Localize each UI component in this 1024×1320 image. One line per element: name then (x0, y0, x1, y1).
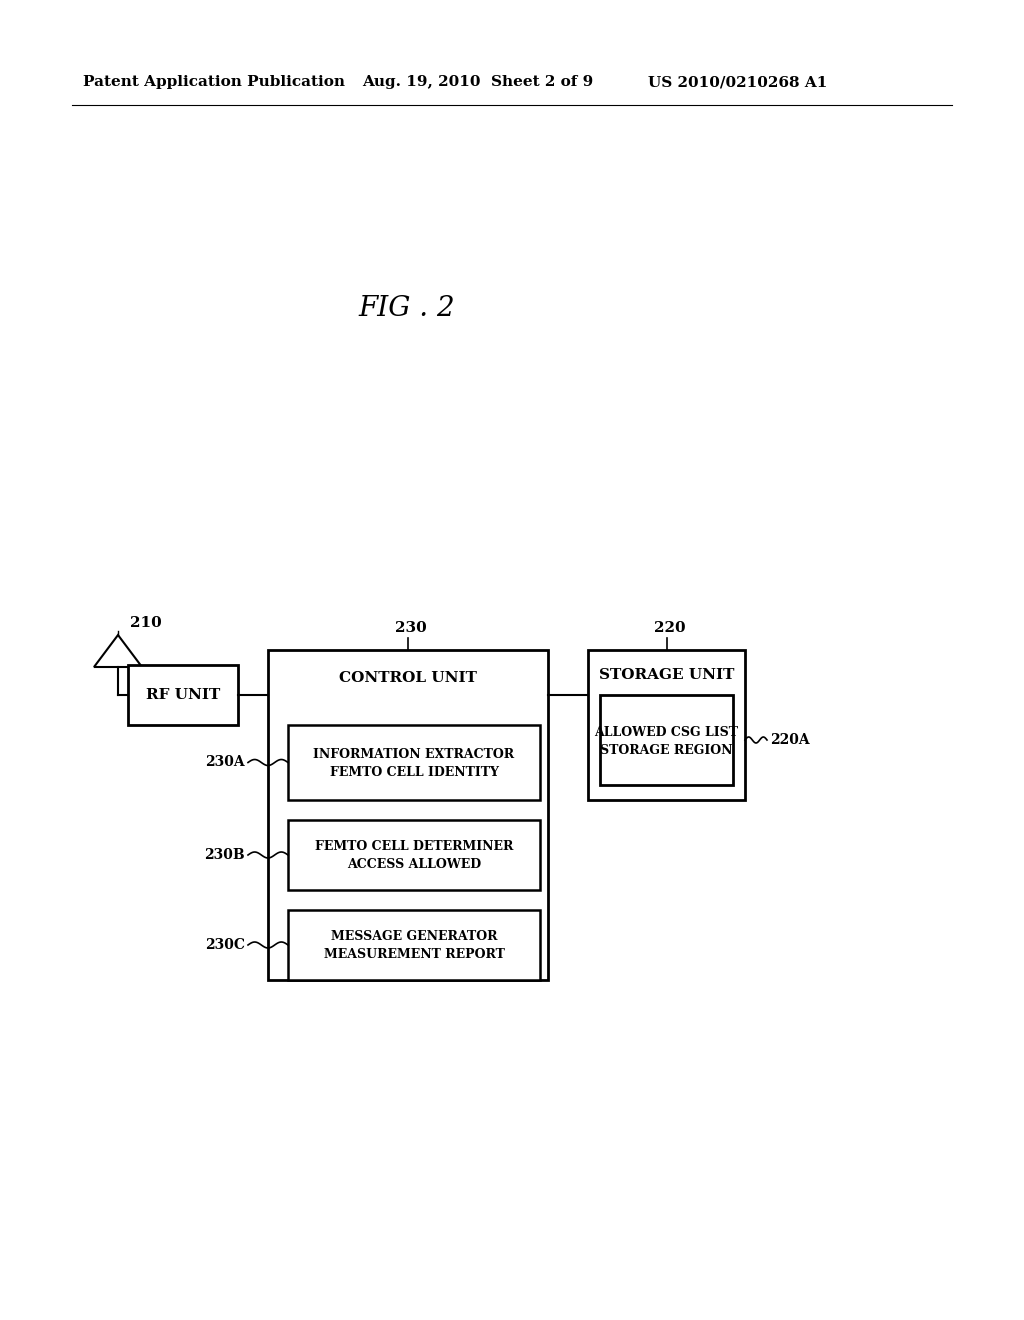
Text: FEMTO CELL IDENTITY: FEMTO CELL IDENTITY (330, 766, 499, 779)
Text: 230B: 230B (205, 847, 245, 862)
Text: ALLOWED CSG LIST: ALLOWED CSG LIST (595, 726, 738, 738)
Text: MESSAGE GENERATOR: MESSAGE GENERATOR (331, 931, 498, 944)
Bar (600, 696, 733, 785)
Text: RF UNIT: RF UNIT (145, 688, 220, 702)
Text: STORAGE REGION: STORAGE REGION (600, 743, 733, 756)
Text: INFORMATION EXTRACTOR: INFORMATION EXTRACTOR (313, 748, 515, 762)
Text: 210: 210 (130, 616, 162, 630)
Bar (268, 649, 548, 979)
Text: 220A: 220A (770, 733, 810, 747)
Text: MEASUREMENT REPORT: MEASUREMENT REPORT (324, 949, 505, 961)
Text: 230C: 230C (205, 939, 245, 952)
Text: Patent Application Publication: Patent Application Publication (83, 75, 345, 88)
Text: Aug. 19, 2010  Sheet 2 of 9: Aug. 19, 2010 Sheet 2 of 9 (362, 75, 593, 88)
Text: STORAGE UNIT: STORAGE UNIT (599, 668, 734, 682)
Bar (288, 820, 540, 890)
Bar (588, 649, 745, 800)
Text: 230A: 230A (206, 755, 245, 770)
Bar (128, 665, 238, 725)
Text: ACCESS ALLOWED: ACCESS ALLOWED (347, 858, 481, 871)
Bar (288, 725, 540, 800)
Text: US 2010/0210268 A1: US 2010/0210268 A1 (648, 75, 827, 88)
Text: CONTROL UNIT: CONTROL UNIT (339, 671, 477, 685)
Text: FIG . 2: FIG . 2 (358, 294, 455, 322)
Text: 220: 220 (653, 620, 685, 635)
Text: FEMTO CELL DETERMINER: FEMTO CELL DETERMINER (314, 841, 513, 854)
Bar (288, 909, 540, 979)
Text: 230: 230 (395, 620, 427, 635)
